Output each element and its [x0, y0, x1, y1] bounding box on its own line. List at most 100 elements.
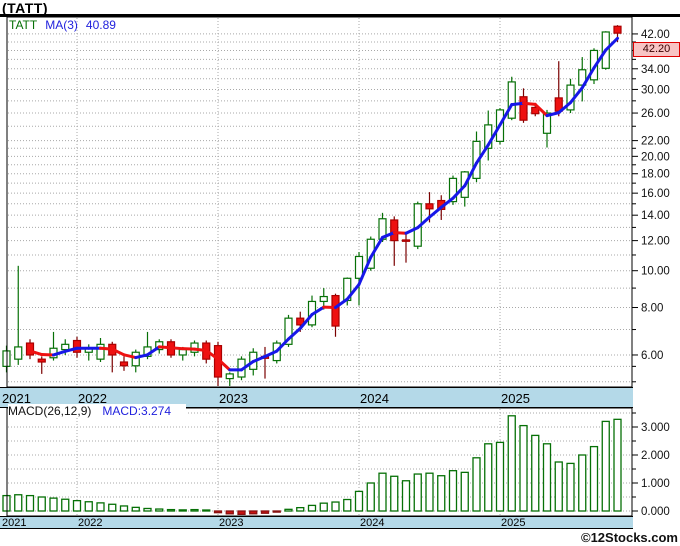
price-axis-label: 30.00 — [641, 84, 670, 96]
macd-bar — [507, 415, 516, 512]
title-rule — [0, 14, 680, 17]
macd-bar — [237, 510, 246, 516]
macd-bar — [413, 473, 422, 512]
macd-bar — [202, 509, 211, 512]
ma-segment — [52, 349, 67, 357]
macd-axis-label: 1.000 — [641, 478, 670, 490]
candle-body — [96, 343, 105, 360]
price-axis-label: 42.00 — [641, 29, 670, 41]
ma-segment — [486, 123, 502, 147]
candle-body — [37, 358, 46, 363]
candle-body — [448, 177, 458, 203]
price-axis-label: 16.00 — [641, 188, 670, 200]
watermark: ©12Stocks.com — [580, 530, 678, 545]
candle-body — [542, 112, 552, 134]
macd-bar — [343, 498, 352, 512]
macd-bar — [272, 510, 281, 513]
ma-segment — [416, 215, 431, 230]
price-axis-label: 22.00 — [641, 136, 670, 148]
candle-body — [284, 317, 293, 345]
macd-bar — [213, 510, 223, 514]
macd-bar — [190, 508, 199, 512]
year-label-2021: 2021 — [2, 517, 27, 529]
candle-body — [296, 317, 305, 326]
macd-bar — [143, 507, 152, 512]
macd-bar — [96, 502, 105, 512]
ma-segment — [604, 36, 619, 52]
ma-segment — [216, 357, 232, 372]
ma-segment — [357, 255, 373, 286]
year-label-2024: 2024 — [360, 391, 389, 406]
legend-ma-label: MA(3) — [45, 18, 78, 32]
ma-segment — [169, 346, 185, 351]
ma-segment — [392, 231, 408, 235]
macd-bar — [225, 510, 234, 515]
macd-bar — [425, 472, 434, 512]
price-axis-label: 6.00 — [641, 350, 663, 362]
macd-params-label: MACD(26,12,9) — [8, 404, 92, 418]
price-axis-label: 26.00 — [641, 108, 670, 120]
main-chart-legend: TATT MA(3) 40.89 — [9, 18, 124, 32]
ma-segment — [522, 101, 537, 106]
macd-bar — [531, 434, 540, 512]
macd-bar — [484, 443, 493, 512]
year-label-2024: 2024 — [360, 517, 385, 529]
ma-segment — [451, 184, 467, 200]
candle-body — [519, 96, 528, 121]
macd-bar — [37, 496, 46, 512]
macd-legend: MACD(26,12,9) MACD:3.274 — [8, 404, 187, 418]
macd-bar — [378, 472, 387, 512]
candle-body — [72, 339, 82, 353]
price-axis-label: 10.00 — [641, 266, 670, 278]
page-title: (TATT) — [2, 0, 49, 16]
macd-bar — [542, 443, 552, 512]
macd-bar — [155, 508, 164, 512]
ma-segment — [99, 346, 114, 351]
macd-bar — [178, 509, 187, 512]
macd-bar — [25, 494, 35, 512]
candle-body — [61, 343, 70, 351]
ma-segment — [545, 111, 561, 118]
year-label-2023: 2023 — [219, 391, 248, 406]
candle-body — [14, 346, 23, 360]
macd-axis-label: 2.000 — [641, 450, 670, 462]
ma-segment — [240, 360, 255, 372]
year-label-2023: 2023 — [219, 517, 244, 529]
ma-segment — [569, 86, 584, 105]
x-axis-band-upper — [0, 387, 633, 408]
ma-segment — [428, 205, 443, 219]
ma-segment — [580, 66, 596, 90]
year-label-2022: 2022 — [78, 391, 107, 406]
ma-segment — [404, 226, 420, 235]
macd-bar — [14, 494, 23, 512]
candle-body — [390, 219, 399, 242]
ma-segment — [193, 347, 208, 352]
ma-segment — [251, 355, 267, 364]
price-axis-label: 8.00 — [641, 303, 663, 315]
ma-line — [28, 36, 619, 372]
ma-segment — [557, 101, 572, 115]
macd-bar — [72, 499, 82, 512]
macd-bar — [331, 501, 340, 512]
year-gridlines — [76, 18, 501, 515]
year-label-2022: 2022 — [78, 517, 103, 529]
macd-bar — [61, 498, 70, 512]
main-plot-frame — [6, 16, 633, 388]
legend-ma-value: 40.89 — [85, 18, 116, 32]
macd-bar — [84, 501, 93, 512]
ma-segment — [275, 337, 290, 353]
macd-bar — [108, 503, 117, 512]
legend-symbol: TATT — [9, 18, 38, 32]
ma-segment — [463, 161, 478, 188]
macd-bar — [249, 510, 258, 515]
ma-segment — [204, 348, 220, 361]
macd-bar — [354, 490, 364, 512]
macd-bar — [448, 470, 458, 512]
macd-bar — [589, 445, 599, 512]
ma-segment — [334, 297, 349, 310]
candle-body — [178, 348, 187, 356]
macd-bar — [554, 461, 563, 512]
candle-body — [531, 106, 540, 115]
